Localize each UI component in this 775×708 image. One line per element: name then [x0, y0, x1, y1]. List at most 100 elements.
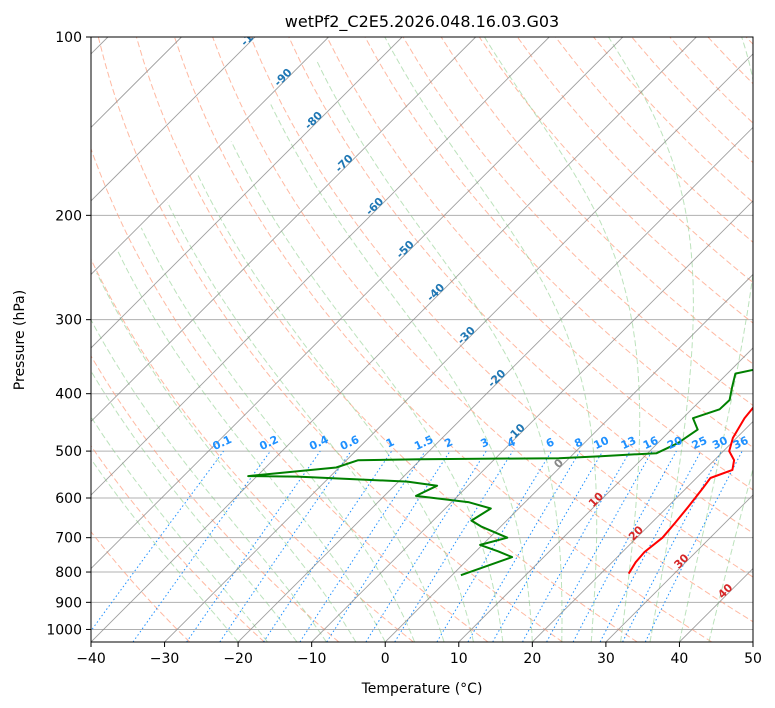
isotherm-label: -70: [333, 152, 356, 175]
moist-adiabat: [484, 37, 641, 642]
isotherm: [91, 37, 256, 202]
isotherms: [91, 37, 753, 642]
mixing-ratio-line: [299, 450, 426, 642]
moist-adiabat: [96, 272, 357, 642]
dry-adiabat: [97, 37, 563, 642]
plot-area: -100-90-80-70-60-50-40-30-20-10010203040…: [91, 37, 753, 642]
mixing-ratio-line: [365, 450, 487, 642]
isotherm-label: -40: [424, 281, 447, 304]
dry-adiabat: [326, 37, 753, 491]
moist-adiabat: [140, 227, 416, 642]
y-tick-label: 200: [55, 208, 82, 224]
mixing-ratio-label: 0.4: [307, 433, 330, 453]
isotherm: [679, 567, 753, 642]
isotherm: [237, 126, 753, 642]
isotherm: [311, 200, 753, 642]
pressure-gridlines: [91, 37, 753, 630]
x-tick-label: 50: [744, 651, 762, 667]
x-axis-label: Temperature (°C): [361, 681, 483, 697]
mixing-ratio-label: 25: [690, 434, 709, 452]
dry-adiabat: [91, 355, 340, 642]
isotherm-label: -30: [455, 324, 478, 347]
isotherm: [91, 37, 403, 349]
isotherm: [91, 37, 624, 570]
mixing-ratio-label: 6: [544, 435, 557, 450]
mixing-ratio-label: 1.5: [412, 433, 435, 453]
mixing-ratio-label: 0.2: [257, 433, 280, 453]
moist-adiabat: [708, 467, 753, 642]
y-tick-label: 800: [55, 565, 82, 581]
isotherm: [91, 37, 550, 496]
moist-adiabat: [196, 173, 474, 642]
isotherm-label: -90: [271, 66, 294, 89]
x-tick-label: 40: [671, 651, 689, 667]
y-tick-label: 500: [55, 444, 82, 460]
moist-adiabat: [384, 37, 598, 642]
mixing-ratio-line: [132, 450, 271, 642]
y-tick-label: 300: [55, 313, 82, 329]
mixing-ratio-label: 2: [442, 435, 454, 450]
isotherm-label: -80: [302, 109, 325, 132]
isotherm-label: -20: [485, 367, 508, 390]
mixing-ratio-label: 30: [710, 434, 730, 452]
mixing-ratio-line: [326, 450, 451, 642]
isotherm: [91, 37, 697, 642]
isotherm-label: -50: [394, 238, 417, 261]
chart-title: wetPf2_C2E5.2026.048.16.03.G03: [285, 12, 559, 32]
isotherm: [532, 420, 753, 642]
x-tick-label: −20: [223, 651, 253, 667]
mixing-ratio-line: [91, 450, 225, 632]
mixing-ratio-line: [522, 450, 631, 642]
dry-adiabat: [91, 530, 191, 642]
mixing-ratio-line: [186, 450, 321, 642]
dry-adiabat: [516, 37, 753, 284]
y-tick-label: 100: [55, 30, 82, 46]
isotherm-label: 40: [715, 581, 735, 601]
isotherm: [752, 641, 753, 642]
mixing-ratio-line: [572, 450, 677, 642]
dry-adiabat: [478, 37, 753, 324]
dry-adiabat: [669, 37, 753, 124]
moist-adiabat: [91, 458, 239, 642]
dry-adiabat: [593, 37, 753, 203]
x-tick-label: −40: [76, 651, 106, 667]
dry-adiabat: [135, 37, 638, 642]
moist-adiabat: [678, 37, 753, 642]
x-tick-label: 20: [523, 651, 541, 667]
x-axis: −40 −30 −20 −10 0 10 20 30 40 50: [76, 642, 762, 667]
x-tick-label: 0: [381, 651, 390, 667]
mixing-ratio-label: 36: [731, 434, 751, 452]
mixing-ratio-line: [394, 450, 514, 642]
mixing-ratio-label: 1: [384, 435, 396, 450]
isotherm: [384, 273, 753, 642]
dry-adiabat: [631, 37, 753, 164]
dry-adiabats: [91, 37, 753, 642]
x-tick-label: 10: [450, 651, 468, 667]
plot-frame: [90, 36, 754, 643]
dry-adiabat: [212, 37, 753, 623]
dry-adiabat: [440, 37, 753, 365]
temperature-profile: [627, 406, 753, 575]
mixing-ratio-line: [219, 450, 352, 642]
isotherm: [91, 37, 476, 423]
mixing-ratio-label: 0.6: [338, 433, 361, 453]
isotherm: [164, 53, 753, 642]
y-axis: 100 200 300 400 500 600 700 800 900 1000: [46, 30, 91, 638]
dry-adiabat: [707, 37, 753, 85]
mixing-ratio-label: 10: [592, 434, 612, 452]
moist-adiabat: [91, 318, 327, 642]
moist-adiabat: [316, 61, 563, 642]
x-tick-label: −10: [297, 651, 327, 667]
y-tick-label: 900: [55, 595, 82, 611]
moist-adiabat: [608, 37, 694, 642]
x-tick-label: −30: [150, 651, 180, 667]
mixing-ratio-line: [644, 450, 743, 642]
dry-adiabat: [745, 37, 753, 45]
dewpoint-profile: [247, 368, 753, 577]
data-series: [247, 368, 753, 577]
mixing-ratio-label: 20: [665, 434, 685, 452]
y-tick-label: 1000: [46, 622, 82, 638]
mixing-ratio-line: [546, 450, 653, 642]
mixing-ratio-line: [436, 450, 553, 642]
